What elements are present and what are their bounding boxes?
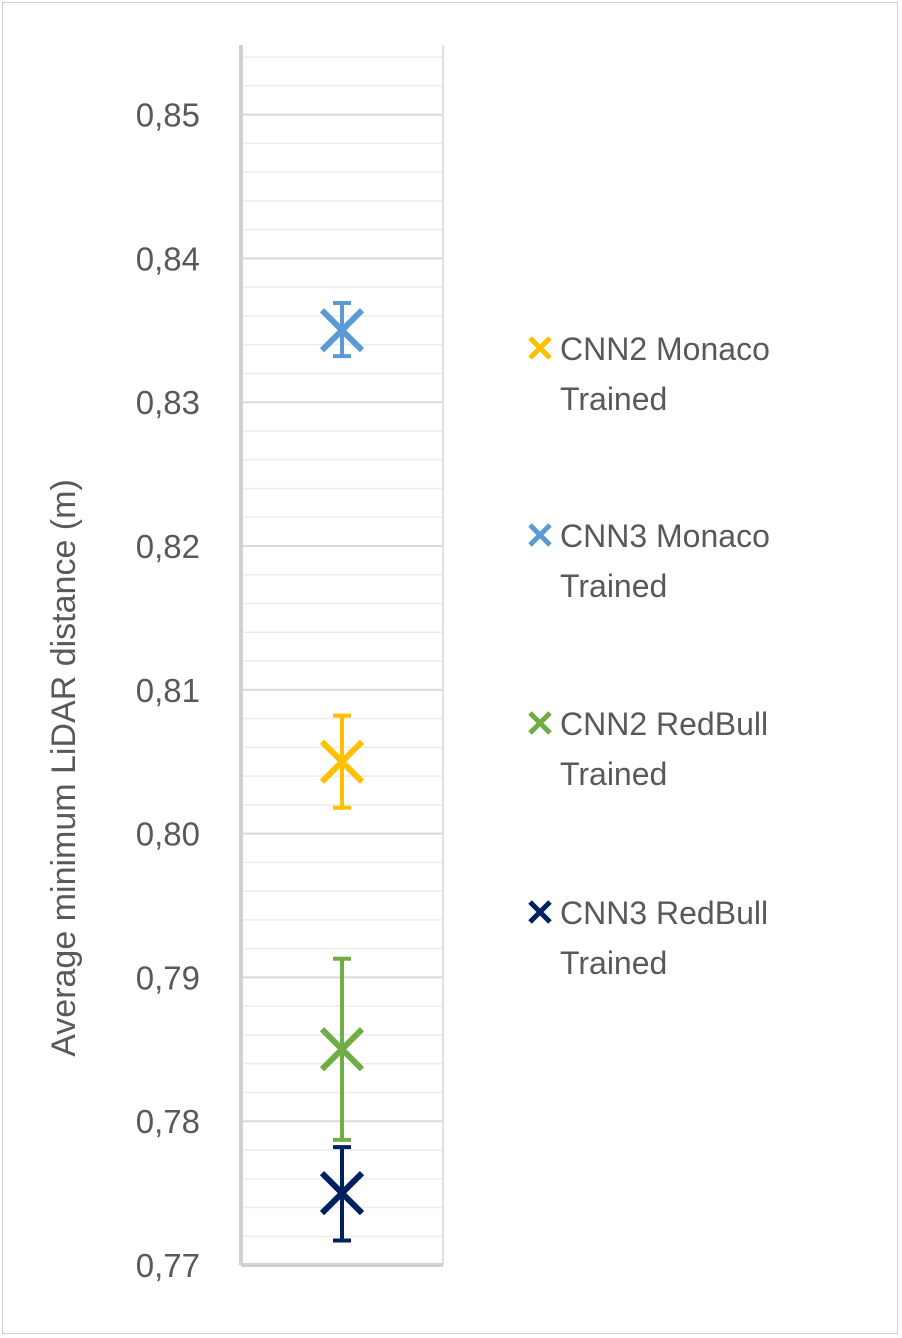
legend-entry: CNN3 RedBull Trained [528, 895, 768, 981]
legend-label: Trained [560, 756, 667, 792]
series-cnn2-redbull-trained [319, 956, 365, 1142]
legend-label: Trained [560, 568, 667, 604]
data-point-marker [319, 1170, 365, 1216]
y-tick-labels: 0,77 0,78 0,79 0,80 0,81 0,82 0,83 0,84 0,85 [136, 97, 200, 1284]
series-cnn2-monaco-trained [319, 713, 365, 810]
axes [239, 45, 444, 1267]
y-tick-label: 0,83 [136, 384, 200, 421]
legend-label: CNN2 Monaco [560, 331, 770, 367]
legend-label: Trained [560, 945, 667, 981]
y-tick-label: 0,84 [136, 240, 200, 277]
legend-entry: CNN2 Monaco Trained [528, 331, 770, 417]
data-marks [319, 300, 365, 1243]
y-tick-label: 0,78 [136, 1103, 200, 1140]
y-tick-label: 0,81 [136, 672, 200, 709]
legend-entry: CNN3 Monaco Trained [528, 518, 770, 604]
legend-marker [528, 900, 552, 924]
legend-label: Trained [560, 381, 667, 417]
legend-label: CNN3 RedBull [560, 895, 768, 931]
data-point-marker [319, 739, 365, 784]
y-tick-label: 0,85 [136, 97, 200, 134]
y-tick-label: 0,79 [136, 959, 200, 996]
legend-marker [528, 523, 552, 547]
y-tick-label: 0,80 [136, 816, 200, 853]
data-point-marker [319, 308, 365, 353]
series-cnn3-redbull-trained [319, 1145, 365, 1243]
legend-label: CNN2 RedBull [560, 706, 768, 742]
legend-marker [528, 336, 552, 360]
y-tick-label: 0,77 [136, 1247, 200, 1284]
legend-marker [528, 711, 552, 735]
y-tick-label: 0,82 [136, 528, 200, 565]
series-cnn3-monaco-trained [319, 300, 365, 359]
data-point-marker [319, 1027, 365, 1072]
legend-label: CNN3 Monaco [560, 518, 770, 554]
y-axis-label: Average minimum LiDAR distance (m) [45, 479, 83, 1057]
legend-entry: CNN2 RedBull Trained [528, 706, 768, 792]
